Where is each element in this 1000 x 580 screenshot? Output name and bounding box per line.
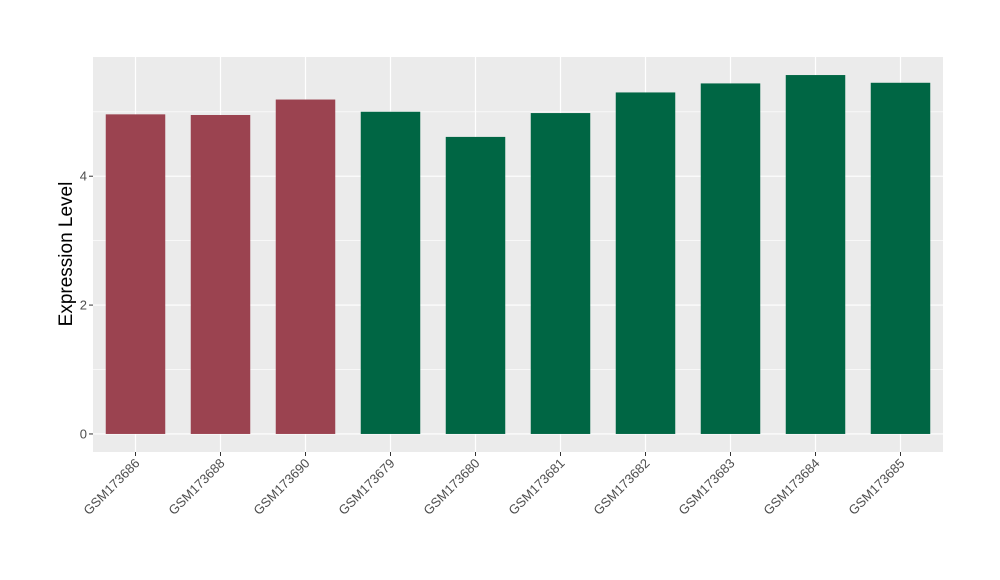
x-tick-label: GSM173683: [675, 456, 737, 518]
x-tick-label: GSM173679: [335, 456, 397, 518]
y-tick-label: 4: [80, 169, 87, 184]
y-axis-title: Expression Level: [56, 182, 77, 327]
bar-GSM173683: [700, 83, 761, 434]
bar-GSM173690: [275, 99, 336, 434]
bar-GSM173685: [870, 82, 931, 434]
x-tick-label: GSM173680: [420, 456, 482, 518]
x-tick-label: GSM173681: [505, 456, 567, 518]
bar-GSM173684: [785, 75, 846, 434]
x-tick-label: GSM173686: [80, 456, 142, 518]
x-tick-label: GSM173690: [250, 456, 312, 518]
bar-GSM173688: [190, 114, 251, 434]
bar-GSM173686: [105, 114, 166, 434]
bar-GSM173682: [615, 92, 676, 434]
bar-GSM173680: [445, 136, 506, 434]
y-tick-label: 0: [80, 426, 87, 441]
bars: [105, 75, 931, 434]
y-tick-label: 2: [80, 298, 87, 313]
bar-GSM173681: [530, 113, 591, 434]
bar-GSM173679: [360, 111, 421, 434]
x-tick-label: GSM173685: [845, 456, 907, 518]
x-tick-label: GSM173688: [165, 456, 227, 518]
x-tick-label: GSM173684: [760, 456, 822, 518]
x-tick-label: GSM173682: [590, 456, 652, 518]
